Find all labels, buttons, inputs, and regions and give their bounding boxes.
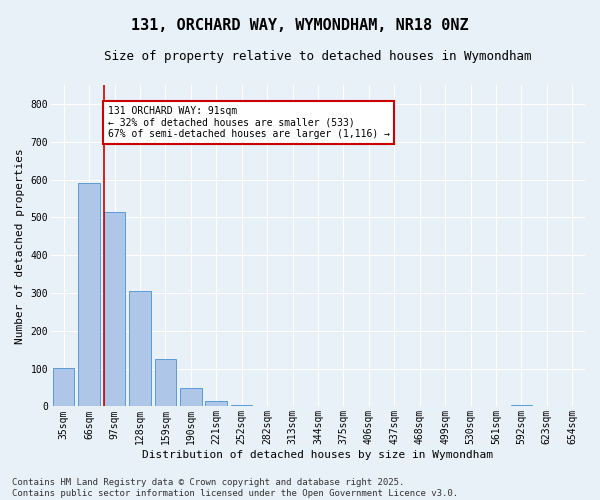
Bar <box>205 400 227 406</box>
Y-axis label: Number of detached properties: Number of detached properties <box>15 148 25 344</box>
Bar <box>78 184 100 406</box>
Bar <box>231 404 253 406</box>
Bar <box>129 291 151 406</box>
Bar <box>104 212 125 406</box>
Title: Size of property relative to detached houses in Wymondham: Size of property relative to detached ho… <box>104 50 532 63</box>
Bar <box>53 368 74 406</box>
Text: Contains HM Land Registry data © Crown copyright and database right 2025.
Contai: Contains HM Land Registry data © Crown c… <box>12 478 458 498</box>
Bar <box>180 388 202 406</box>
Text: 131, ORCHARD WAY, WYMONDHAM, NR18 0NZ: 131, ORCHARD WAY, WYMONDHAM, NR18 0NZ <box>131 18 469 32</box>
X-axis label: Distribution of detached houses by size in Wymondham: Distribution of detached houses by size … <box>142 450 493 460</box>
Bar <box>155 359 176 406</box>
Text: 131 ORCHARD WAY: 91sqm
← 32% of detached houses are smaller (533)
67% of semi-de: 131 ORCHARD WAY: 91sqm ← 32% of detached… <box>107 106 389 139</box>
Bar <box>511 404 532 406</box>
